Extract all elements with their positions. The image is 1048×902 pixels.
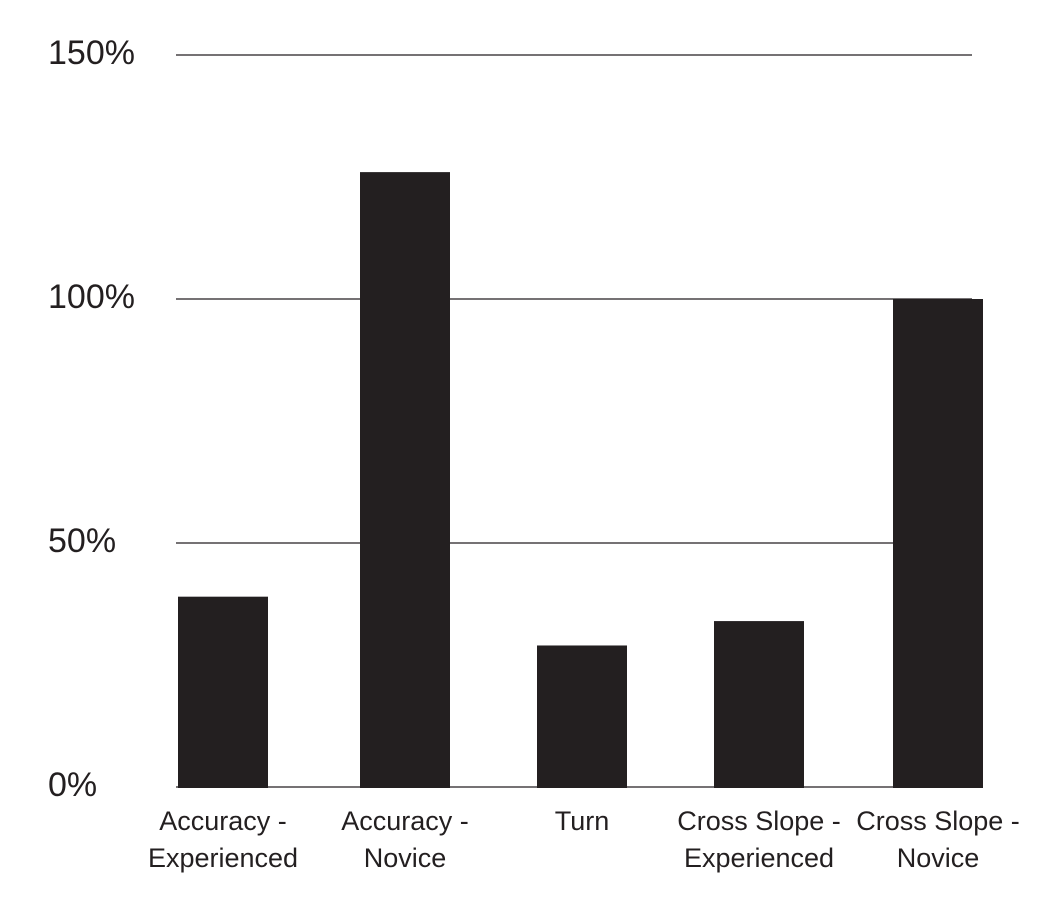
- x-category-label-line: Experienced: [684, 843, 834, 873]
- x-category-label-line: Experienced: [148, 843, 298, 873]
- x-category-label: Turn: [555, 806, 610, 836]
- bar: [537, 645, 627, 788]
- bars: [178, 172, 983, 788]
- y-axis-ticks: 0% 50% 100% 150%: [48, 34, 135, 804]
- y-tick-label: 100%: [48, 278, 135, 316]
- bar: [714, 621, 804, 788]
- x-axis-categories: Accuracy - Experienced Accuracy - Novice Tur…: [148, 806, 1020, 873]
- x-category-label: Accuracy - Novice: [341, 806, 469, 873]
- x-category-label-line: Cross Slope -: [856, 806, 1020, 836]
- bar: [178, 596, 268, 788]
- x-category-label: Accuracy - Experienced: [148, 806, 298, 873]
- bar: [360, 172, 450, 788]
- x-category-label: Cross Slope - Experienced: [677, 806, 841, 873]
- y-tick-label: 50%: [48, 522, 116, 560]
- y-tick-label: 0%: [48, 766, 97, 804]
- x-category-label-line: Cross Slope -: [677, 806, 841, 836]
- bar: [893, 299, 983, 788]
- x-category-label-line: Accuracy -: [341, 806, 469, 836]
- x-category-label-line: Novice: [364, 843, 447, 873]
- x-category-label-line: Accuracy -: [159, 806, 287, 836]
- x-category-label-line: Novice: [897, 843, 980, 873]
- y-tick-label: 150%: [48, 34, 135, 72]
- x-category-label-line: Turn: [555, 806, 610, 836]
- x-category-label: Cross Slope - Novice: [856, 806, 1020, 873]
